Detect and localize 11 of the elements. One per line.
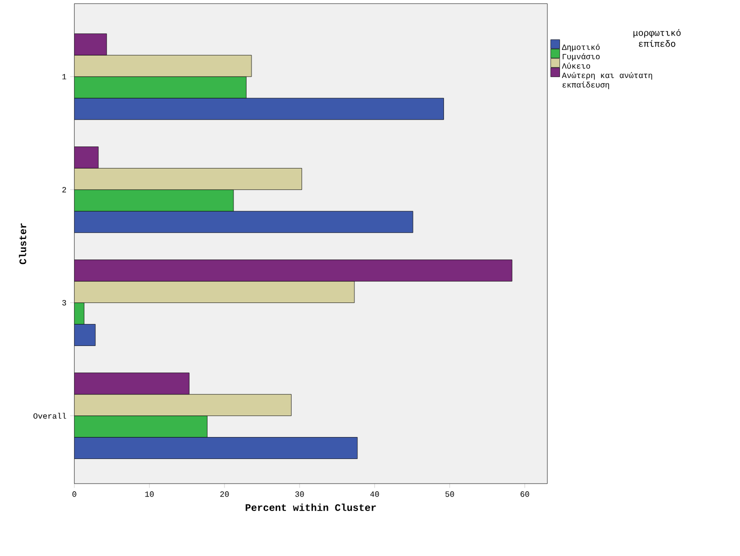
x-axis-title: Percent within Cluster	[246, 504, 376, 511]
bar	[74, 54, 252, 77]
y-axis-title: Cluster	[18, 223, 26, 264]
bar	[74, 394, 292, 416]
bar	[74, 324, 96, 346]
bar	[74, 98, 444, 120]
legend-title: μορφωτικό επίπεδο	[633, 29, 681, 47]
bar	[74, 210, 414, 233]
bar	[74, 437, 358, 459]
bar	[74, 281, 355, 303]
bar	[74, 168, 302, 190]
